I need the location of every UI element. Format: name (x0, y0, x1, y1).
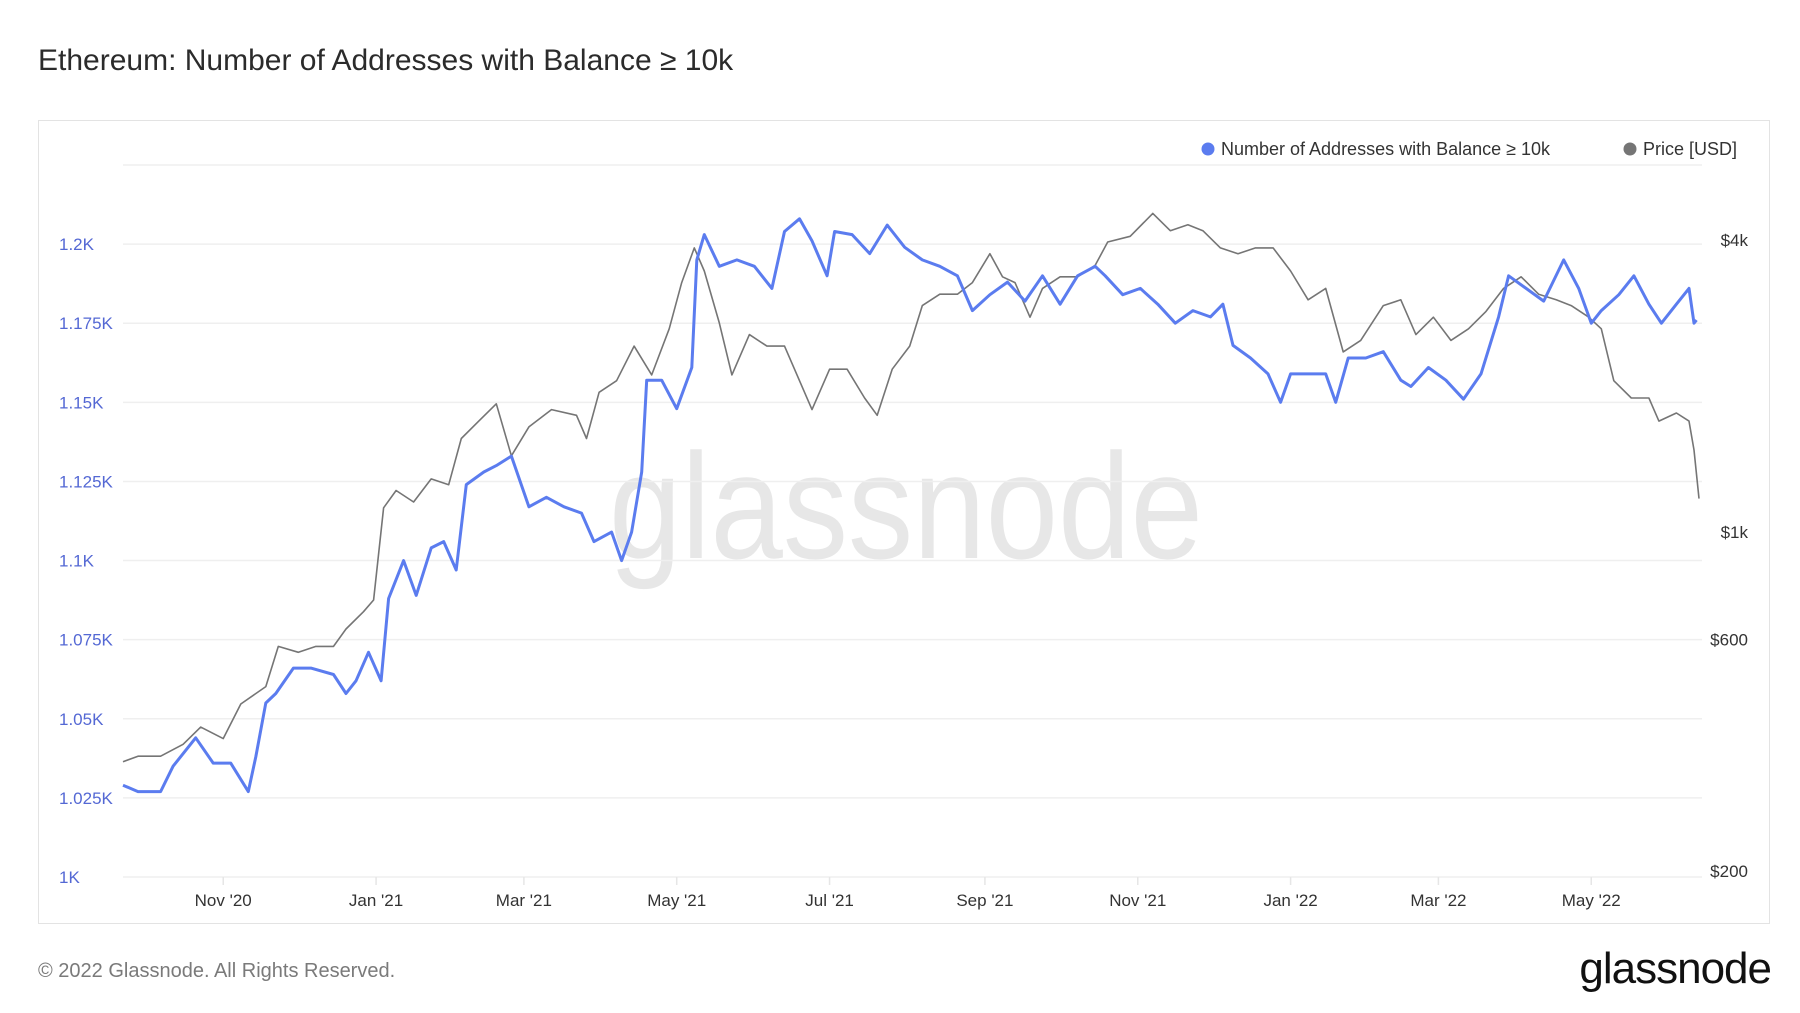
y-left-tick-label: 1K (59, 868, 80, 887)
legend-item-addresses[interactable]: Number of Addresses with Balance ≥ 10k (1201, 139, 1552, 159)
legend-dot-price (1623, 142, 1637, 156)
y-right-tick-label: $600 (1710, 631, 1748, 650)
y-left-tick-label: 1.2K (59, 235, 95, 254)
x-tick-label: Nov '20 (195, 891, 252, 910)
glassnode-logo[interactable]: glassnode (1579, 944, 1772, 993)
legend-dot-addresses (1201, 142, 1215, 156)
y-right-tick-label: $1k (1721, 523, 1749, 542)
y-left-tick-label: 1.1K (59, 552, 95, 571)
legend-item-price[interactable]: Price [USD] (1623, 139, 1738, 159)
legend: Number of Addresses with Balance ≥ 10k P… (1201, 139, 1738, 159)
y-left-tick-label: 1.15K (59, 393, 104, 412)
x-tick-label: Jul '21 (805, 891, 854, 910)
x-tick-label: Sep '21 (956, 891, 1013, 910)
y-right-tick-label: $4k (1721, 231, 1749, 250)
y-left-tick-label: 1.125K (59, 472, 114, 491)
chart-title: Ethereum: Number of Addresses with Balan… (38, 44, 734, 77)
watermark: glassnode (609, 422, 1203, 590)
legend-label-addresses: Number of Addresses with Balance ≥ 10k (1221, 139, 1551, 159)
x-tick-label: Jan '22 (1263, 891, 1317, 910)
x-tick-label: May '21 (647, 891, 706, 910)
x-tick-label: Mar '22 (1410, 891, 1466, 910)
y-left-tick-label: 1.05K (59, 710, 104, 729)
series-lines (122, 212, 1700, 794)
y-right-tick-label: $200 (1710, 862, 1748, 881)
copyright-text: © 2022 Glassnode. All Rights Reserved. (38, 960, 396, 982)
chart-frame (38, 120, 1770, 924)
addresses-line (122, 217, 1698, 794)
y-left-tick-label: 1.025K (59, 789, 114, 808)
y-left-tick-label: 1.175K (59, 314, 114, 333)
price-line (122, 212, 1700, 763)
y-left-tick-label: 1.075K (59, 631, 114, 650)
x-tick-label: Jan '21 (349, 891, 403, 910)
x-tick-label: Mar '21 (496, 891, 552, 910)
x-tick-label: May '22 (1562, 891, 1621, 910)
axis-ticks: 1K 1.025K 1.05K 1.075K 1.1K 1.125K 1.15K 1.175K… (59, 231, 1748, 910)
legend-label-price: Price [USD] (1643, 139, 1737, 159)
x-tick-label: Nov '21 (1109, 891, 1166, 910)
